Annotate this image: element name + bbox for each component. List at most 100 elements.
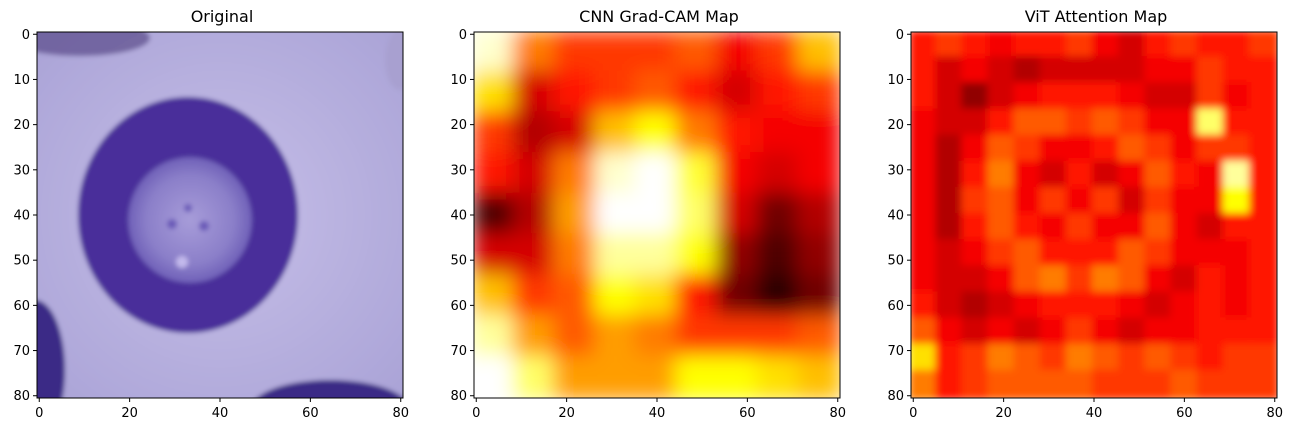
heatmap-cell [1144, 291, 1175, 322]
heatmap-cell [1248, 160, 1277, 191]
heatmap-cell [1013, 265, 1044, 296]
heatmap-cell [1170, 56, 1201, 87]
heatmap-cell [1039, 160, 1070, 191]
heatmap-cell [1039, 291, 1070, 322]
heatmap-cell [935, 160, 966, 191]
heatmap-cell [594, 314, 639, 360]
heatmap-cell [1013, 317, 1044, 348]
heatmap-cell [935, 186, 966, 217]
heatmap-cell [553, 233, 598, 278]
heatmap-cell [675, 152, 720, 197]
heatmap-cell [1039, 32, 1070, 61]
heatmap-cell [961, 186, 992, 217]
heatmap-cell [756, 274, 802, 319]
y-tick-label: 20 [450, 118, 467, 133]
heatmap-cell [553, 32, 598, 75]
heatmap-cell [594, 192, 639, 238]
heatmap-cell [1144, 134, 1175, 165]
heatmap-cell [911, 317, 940, 348]
heatmap-cell [1092, 265, 1123, 296]
heatmap-cell [1248, 343, 1277, 374]
y-tick-label: 20 [887, 118, 904, 133]
heatmap-cell [1144, 160, 1175, 191]
heatmap-cell [961, 160, 992, 191]
heatmap-cell [1039, 134, 1070, 165]
heatmap-cell [1118, 265, 1149, 296]
heatmap-cell [1144, 369, 1175, 398]
y-tick-label: 70 [450, 344, 467, 359]
heatmap-cell [634, 355, 680, 398]
heatmap-cell [1248, 369, 1277, 398]
x-tick-label: 20 [121, 406, 138, 421]
heatmap-cell [1144, 239, 1175, 270]
y-tick-label: 20 [13, 118, 30, 133]
heatmap-cell [1144, 265, 1175, 296]
x-tick-label: 80 [829, 406, 846, 421]
y-tick-label: 60 [13, 299, 30, 314]
heatmap-cell [935, 343, 966, 374]
y-tick-label: 30 [13, 163, 30, 178]
y-tick-label: 0 [459, 28, 467, 43]
heatmap-cell [987, 239, 1018, 270]
heatmap-cell [987, 134, 1018, 165]
heatmap-cell [911, 82, 940, 113]
y-tick-label: 40 [450, 209, 467, 224]
heatmap-cell [594, 32, 639, 75]
heatmap-cell [634, 152, 680, 197]
heatmap-cell [1039, 108, 1070, 139]
heatmap-cell [1092, 239, 1123, 270]
heatmap-cell [1092, 291, 1123, 322]
heatmap-cell [1118, 32, 1149, 61]
heatmap-cell [987, 213, 1018, 244]
heatmap-cell [1118, 317, 1149, 348]
heatmap-cell [716, 111, 761, 156]
heatmap-cell [1196, 56, 1227, 87]
heatmap-cell [1248, 239, 1277, 270]
x-tick-label: 80 [1266, 406, 1283, 421]
heatmap-cell [512, 355, 558, 398]
heatmap-cell [1248, 213, 1277, 244]
heatmap-cell [1144, 32, 1175, 61]
y-tick-label: 50 [887, 254, 904, 269]
heatmap-cell [1039, 186, 1070, 217]
heatmap-cell [1092, 213, 1123, 244]
panel-title-vit: ViT Attention Map [1024, 7, 1168, 26]
heatmap-cell [756, 152, 802, 197]
heatmap-cell [1013, 160, 1044, 191]
heatmap-cell [634, 192, 680, 238]
x-tick-label: 20 [558, 406, 575, 421]
heatmap-cell [716, 70, 761, 116]
heatmap-cell [1196, 82, 1227, 113]
heatmap-cell [512, 314, 558, 360]
heatmap-cell [987, 343, 1018, 374]
heatmap-cell [961, 343, 992, 374]
heatmap-cell [716, 314, 761, 360]
heatmap-cell [1248, 291, 1277, 322]
heatmap-cell [1013, 186, 1044, 217]
heatmap-cell [1248, 317, 1277, 348]
heatmap-cell [1170, 186, 1201, 217]
heatmap-cell [961, 265, 992, 296]
heatmap-cell [1222, 369, 1253, 398]
heatmap-cell [911, 108, 940, 139]
heatmap-cell [1065, 134, 1096, 165]
heatmap-cell [512, 111, 558, 156]
heatmap-cell [594, 274, 639, 319]
heatmap-cell [1196, 134, 1227, 165]
y-tick-label: 40 [887, 209, 904, 224]
heatmap-cell [1248, 134, 1277, 165]
heatmap-cell [675, 274, 720, 319]
heatmap-cell [474, 111, 517, 156]
heatmap-cell [1170, 82, 1201, 113]
heatmap-cell [1118, 369, 1149, 398]
heatmap-cell [1092, 32, 1123, 61]
heatmap-cell [716, 152, 761, 197]
heatmap-cell [987, 160, 1018, 191]
heatmap-cell [911, 265, 940, 296]
x-tick-label: 60 [1176, 406, 1193, 421]
heatmap-cell [797, 152, 840, 197]
heatmap-cell [634, 233, 680, 278]
heatmap-cell [987, 317, 1018, 348]
heatmap-cell [961, 56, 992, 87]
x-tick-label: 60 [302, 406, 319, 421]
